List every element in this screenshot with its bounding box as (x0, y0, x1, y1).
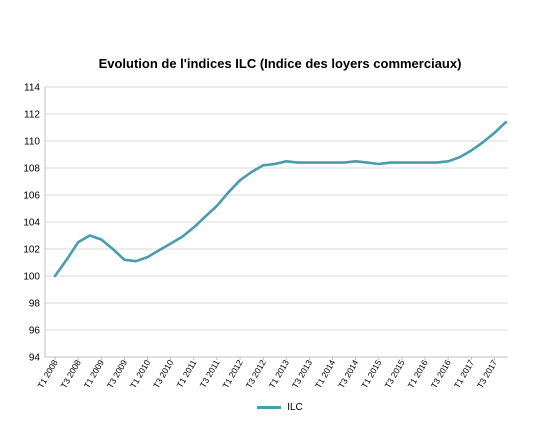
data-point (366, 161, 369, 164)
data-point (193, 226, 196, 229)
x-tick-label: T3 2011 (198, 358, 222, 390)
data-point (112, 248, 115, 251)
x-tick-label: T1 2012 (220, 358, 244, 390)
data-point (378, 163, 381, 166)
y-tick-label: 98 (29, 299, 41, 310)
x-tick-label: T1 2015 (359, 358, 383, 390)
x-tick-label: T3 2012 (244, 358, 268, 390)
x-tick-label: T1 2011 (175, 358, 199, 390)
data-point (493, 132, 496, 135)
y-tick-label: 104 (23, 218, 40, 229)
x-tick-label: T1 2017 (452, 358, 476, 390)
data-point (65, 259, 68, 262)
y-tick-label: 96 (29, 326, 41, 337)
y-tick-label: 110 (24, 137, 40, 148)
data-point (389, 161, 392, 164)
data-point (100, 238, 103, 241)
data-point (135, 260, 138, 263)
data-point (239, 179, 242, 182)
data-point (204, 215, 207, 218)
y-tick-label: 102 (23, 245, 40, 256)
x-tick-label: T3 2014 (336, 358, 360, 390)
data-point (343, 161, 346, 164)
series-line-ilc (53, 120, 508, 278)
x-tick-label: T3 2009 (105, 358, 129, 390)
x-tick-label: T3 2015 (382, 358, 406, 390)
y-tick-label: 100 (23, 272, 40, 283)
data-point (250, 171, 253, 174)
x-tick-label: T3 2017 (475, 358, 499, 390)
data-point (285, 160, 288, 163)
data-point (331, 161, 334, 164)
data-point (308, 161, 311, 164)
x-tick-label: T1 2010 (128, 358, 152, 390)
legend-swatch-ilc (257, 406, 282, 409)
data-point (482, 141, 485, 144)
y-tick-label: 106 (23, 191, 40, 202)
y-tick-label: 114 (24, 83, 40, 94)
data-point (88, 234, 91, 237)
data-point (458, 156, 461, 159)
legend: ILC (0, 402, 560, 413)
data-point (273, 163, 276, 166)
x-tick-label: T3 2016 (429, 358, 453, 390)
data-point (354, 160, 357, 163)
chart-title: Evolution de l'indices ILC (Indice des l… (98, 56, 462, 71)
y-tick-label: 108 (23, 164, 40, 175)
x-tick-label: T3 2010 (151, 358, 175, 390)
data-point (470, 149, 473, 152)
data-point (505, 121, 508, 124)
data-point (77, 241, 80, 244)
data-point (297, 161, 300, 164)
y-tick-label: 112 (24, 110, 40, 121)
data-point (169, 242, 172, 245)
x-tick-label: T1 2016 (406, 358, 430, 390)
x-tick-label: T1 2013 (267, 358, 291, 390)
x-tick-label: T3 2008 (59, 358, 83, 390)
data-point (216, 205, 219, 208)
x-tick-label: T3 2013 (290, 358, 314, 390)
data-point (401, 161, 404, 164)
x-tick-label: T1 2014 (313, 358, 337, 390)
data-point (320, 161, 323, 164)
data-point (435, 161, 438, 164)
data-point (146, 256, 149, 259)
data-point (262, 164, 265, 167)
data-point (158, 249, 161, 252)
data-point (227, 191, 230, 194)
x-tick-label: T1 2009 (82, 358, 106, 390)
data-point (123, 259, 126, 262)
data-point (424, 161, 427, 164)
data-point (412, 161, 415, 164)
data-point (447, 160, 450, 163)
data-point (54, 275, 57, 278)
legend-label-ilc: ILC (287, 402, 303, 413)
data-point (181, 236, 184, 239)
y-tick-label: 94 (29, 353, 41, 364)
